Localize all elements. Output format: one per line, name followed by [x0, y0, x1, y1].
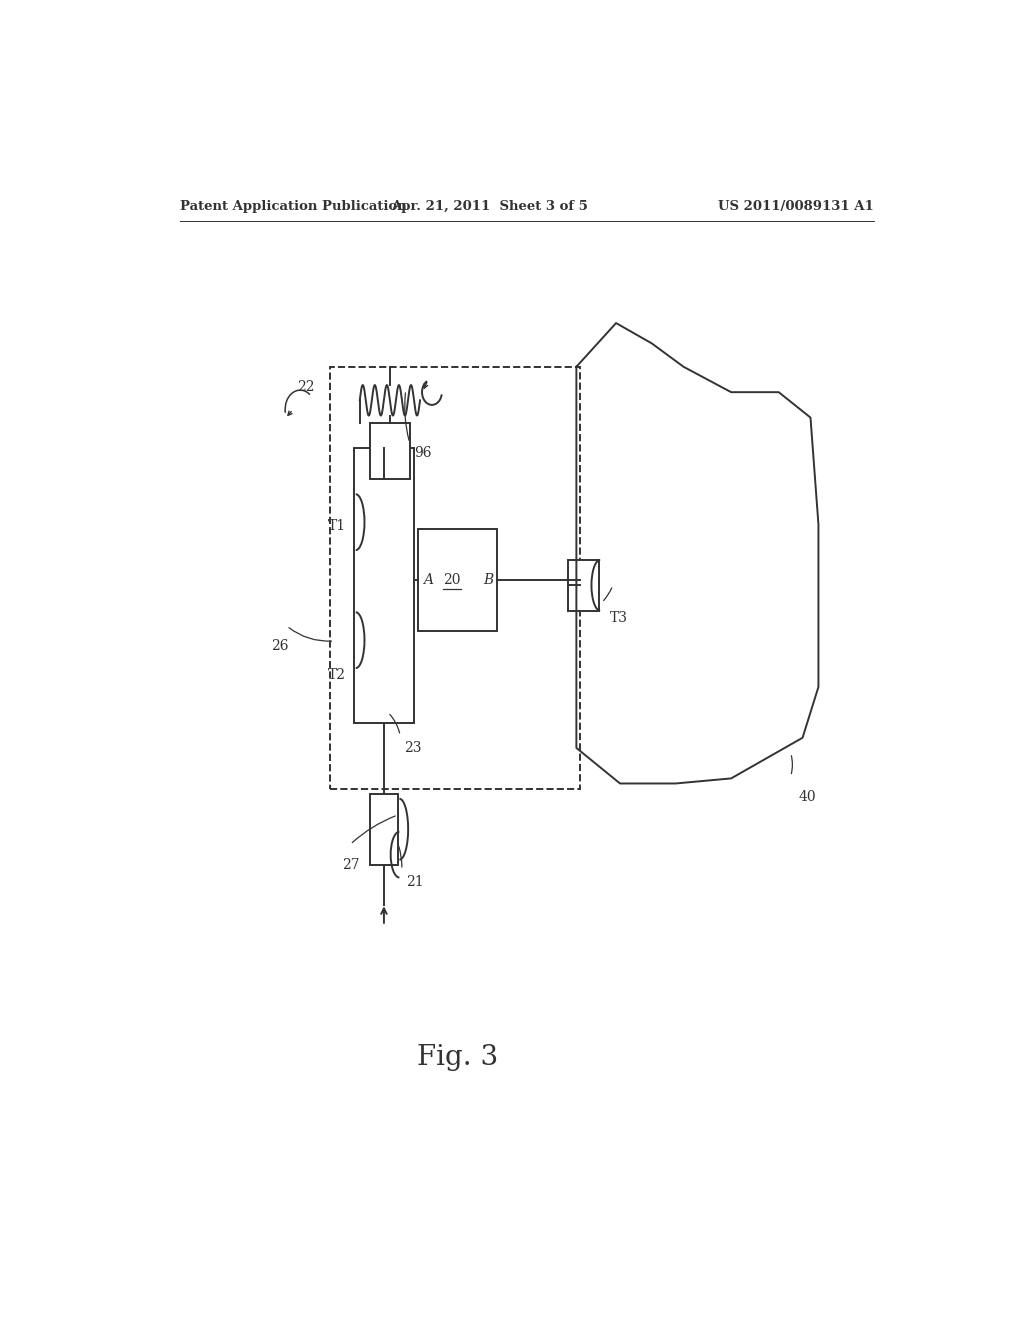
- Bar: [370, 422, 410, 479]
- Bar: [331, 367, 581, 788]
- Bar: [568, 560, 599, 611]
- Text: Apr. 21, 2011  Sheet 3 of 5: Apr. 21, 2011 Sheet 3 of 5: [390, 199, 588, 213]
- Bar: [370, 793, 397, 865]
- Text: 40: 40: [799, 789, 816, 804]
- Text: B: B: [483, 573, 494, 587]
- Text: US 2011/0089131 A1: US 2011/0089131 A1: [718, 199, 873, 213]
- Text: A: A: [423, 573, 433, 587]
- Text: T2: T2: [328, 668, 346, 681]
- Text: 21: 21: [406, 875, 423, 890]
- Text: 20: 20: [443, 573, 461, 587]
- Text: T3: T3: [609, 611, 628, 624]
- Text: 27: 27: [342, 858, 359, 871]
- Text: 96: 96: [414, 446, 431, 461]
- Text: 23: 23: [404, 741, 422, 755]
- Text: Fig. 3: Fig. 3: [417, 1044, 498, 1072]
- Bar: [354, 447, 414, 722]
- Text: 26: 26: [270, 639, 289, 653]
- Text: Patent Application Publication: Patent Application Publication: [179, 199, 407, 213]
- Text: T1: T1: [328, 519, 346, 533]
- Text: 22: 22: [297, 380, 314, 395]
- Bar: [418, 529, 497, 631]
